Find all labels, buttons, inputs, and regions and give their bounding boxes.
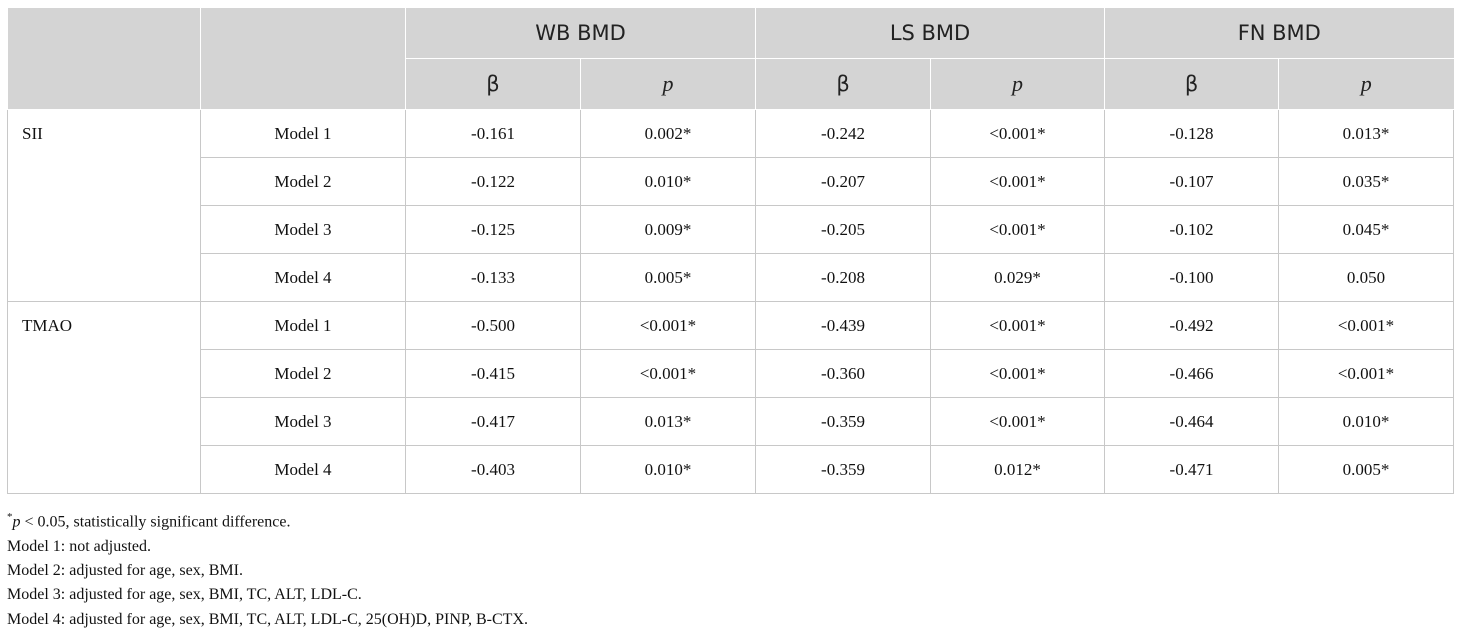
value-cell: -0.464	[1104, 397, 1280, 446]
model-cell: Model 2	[200, 157, 406, 206]
value-cell: <0.001*	[579, 301, 757, 350]
header-sub: β	[405, 58, 581, 110]
footnotes: *p < 0.05, statistically significant dif…	[7, 505, 528, 632]
value-cell: <0.001*	[1278, 301, 1455, 350]
value-cell: 0.029*	[930, 253, 1106, 302]
value-cell: -0.207	[755, 157, 932, 206]
header-sub: p	[1278, 58, 1454, 110]
model-cell: Model 4	[200, 253, 406, 302]
model-cell: Model 3	[200, 397, 406, 446]
value-cell: 0.035*	[1278, 157, 1455, 206]
table-row: Model 4 -0.133 0.005* -0.208 0.029* -0.100 0.0…	[8, 253, 1455, 302]
header-row: WB BMD LS BMD FN BMD	[7, 8, 1454, 110]
model-cell: Model 3	[200, 205, 406, 254]
value-cell: 0.005*	[1278, 445, 1455, 494]
value-cell: -0.128	[1104, 109, 1280, 158]
value-cell: -0.107	[1104, 157, 1280, 206]
model-cell: Model 4	[200, 445, 406, 494]
value-cell: -0.161	[405, 109, 581, 158]
header-group: FN BMD	[1104, 8, 1454, 59]
value-cell: -0.122	[405, 157, 581, 206]
value-cell: -0.208	[755, 253, 932, 302]
model-cell: Model 2	[200, 349, 406, 398]
value-cell: <0.001*	[930, 205, 1106, 254]
value-cell: 0.010*	[579, 157, 757, 206]
table-row: Model 3 -0.125 0.009* -0.205 <0.001* -0.102 0.…	[8, 205, 1455, 254]
header-cell	[7, 8, 201, 110]
value-cell: 0.012*	[930, 445, 1106, 494]
value-cell: 0.002*	[579, 109, 757, 158]
footnote-text: *	[7, 511, 13, 523]
group-label: TMAO	[7, 301, 201, 494]
value-cell: -0.360	[755, 349, 932, 398]
value-cell: -0.439	[755, 301, 932, 350]
footnote-text: Model 1: not adjusted.	[7, 537, 151, 555]
value-cell: -0.133	[405, 253, 581, 302]
table-row: Model 4 -0.403 0.010* -0.359 0.012* -0.471 0.0…	[8, 445, 1455, 494]
footnote: Model 1: not adjusted.	[7, 535, 528, 559]
table-row: Model 2 -0.122 0.010* -0.207 <0.001* -0.107 0.…	[8, 157, 1455, 206]
value-cell: -0.125	[405, 205, 581, 254]
value-cell: 0.013*	[579, 397, 757, 446]
group-label: SII	[7, 109, 201, 302]
value-cell: 0.013*	[1278, 109, 1455, 158]
value-cell: 0.009*	[579, 205, 757, 254]
footnote-text: Model 3: adjusted for age, sex, BMI, TC,…	[7, 586, 362, 604]
footnote-text: Model 2: adjusted for age, sex, BMI.	[7, 561, 243, 579]
header-group: WB BMD	[404, 8, 756, 59]
header-group: LS BMD	[755, 8, 1105, 59]
value-cell: <0.001*	[930, 157, 1106, 206]
value-cell: <0.001*	[930, 301, 1106, 350]
data-table: WB BMD LS BMD FN BMD β p β p β p SII Model 1 -0.16…	[7, 8, 1455, 494]
value-cell: 0.045*	[1278, 205, 1455, 254]
value-cell: <0.001*	[930, 349, 1106, 398]
model-cell: Model 1	[200, 109, 406, 158]
footnote: Model 2: adjusted for age, sex, BMI.	[7, 559, 528, 583]
model-cell: Model 1	[200, 301, 406, 350]
footnote-text: < 0.05, statistically significant differ…	[20, 513, 291, 531]
footnote-text: p	[12, 513, 21, 531]
value-cell: -0.102	[1104, 205, 1280, 254]
value-cell: 0.050	[1278, 253, 1455, 302]
value-cell: -0.242	[755, 109, 932, 158]
table-row: Model 3 -0.417 0.013* -0.359 <0.001* -0.464 0.…	[8, 397, 1455, 446]
footnote: Model 4: adjusted for age, sex, BMI, TC,…	[7, 608, 528, 632]
value-cell: 0.010*	[579, 445, 757, 494]
value-cell: -0.417	[405, 397, 581, 446]
value-cell: -0.205	[755, 205, 932, 254]
value-cell: <0.001*	[1278, 349, 1455, 398]
value-cell: 0.010*	[1278, 397, 1455, 446]
table-row: TMAO Model 1 -0.500 <0.001* -0.439 <0.001* -0.…	[7, 301, 1455, 494]
value-cell: -0.403	[405, 445, 581, 494]
value-cell: -0.466	[1104, 349, 1280, 398]
value-cell: -0.359	[755, 397, 932, 446]
header-sub: p	[579, 58, 756, 110]
value-cell: 0.005*	[579, 253, 757, 302]
value-cell: -0.471	[1104, 445, 1280, 494]
value-cell: <0.001*	[579, 349, 757, 398]
value-cell: <0.001*	[930, 109, 1106, 158]
value-cell: -0.500	[405, 301, 581, 350]
value-cell: -0.492	[1104, 301, 1280, 350]
table-row: Model 2 -0.415 <0.001* -0.360 <0.001* -0.466 <…	[8, 349, 1455, 398]
footnote: *p < 0.05, statistically significant dif…	[7, 505, 528, 535]
header-sub: β	[1104, 58, 1279, 110]
header-cell	[200, 8, 406, 110]
value-cell: -0.415	[405, 349, 581, 398]
value-cell: -0.100	[1104, 253, 1280, 302]
value-cell: -0.359	[755, 445, 932, 494]
footnote-text: Model 4: adjusted for age, sex, BMI, TC,…	[7, 610, 528, 628]
table-row: SII Model 1 -0.161 0.002* -0.242 <0.001* -0.12…	[7, 109, 1455, 302]
footnote: Model 3: adjusted for age, sex, BMI, TC,…	[7, 583, 528, 607]
header-sub: β	[755, 58, 931, 110]
header-sub: p	[930, 58, 1105, 110]
value-cell: <0.001*	[930, 397, 1106, 446]
